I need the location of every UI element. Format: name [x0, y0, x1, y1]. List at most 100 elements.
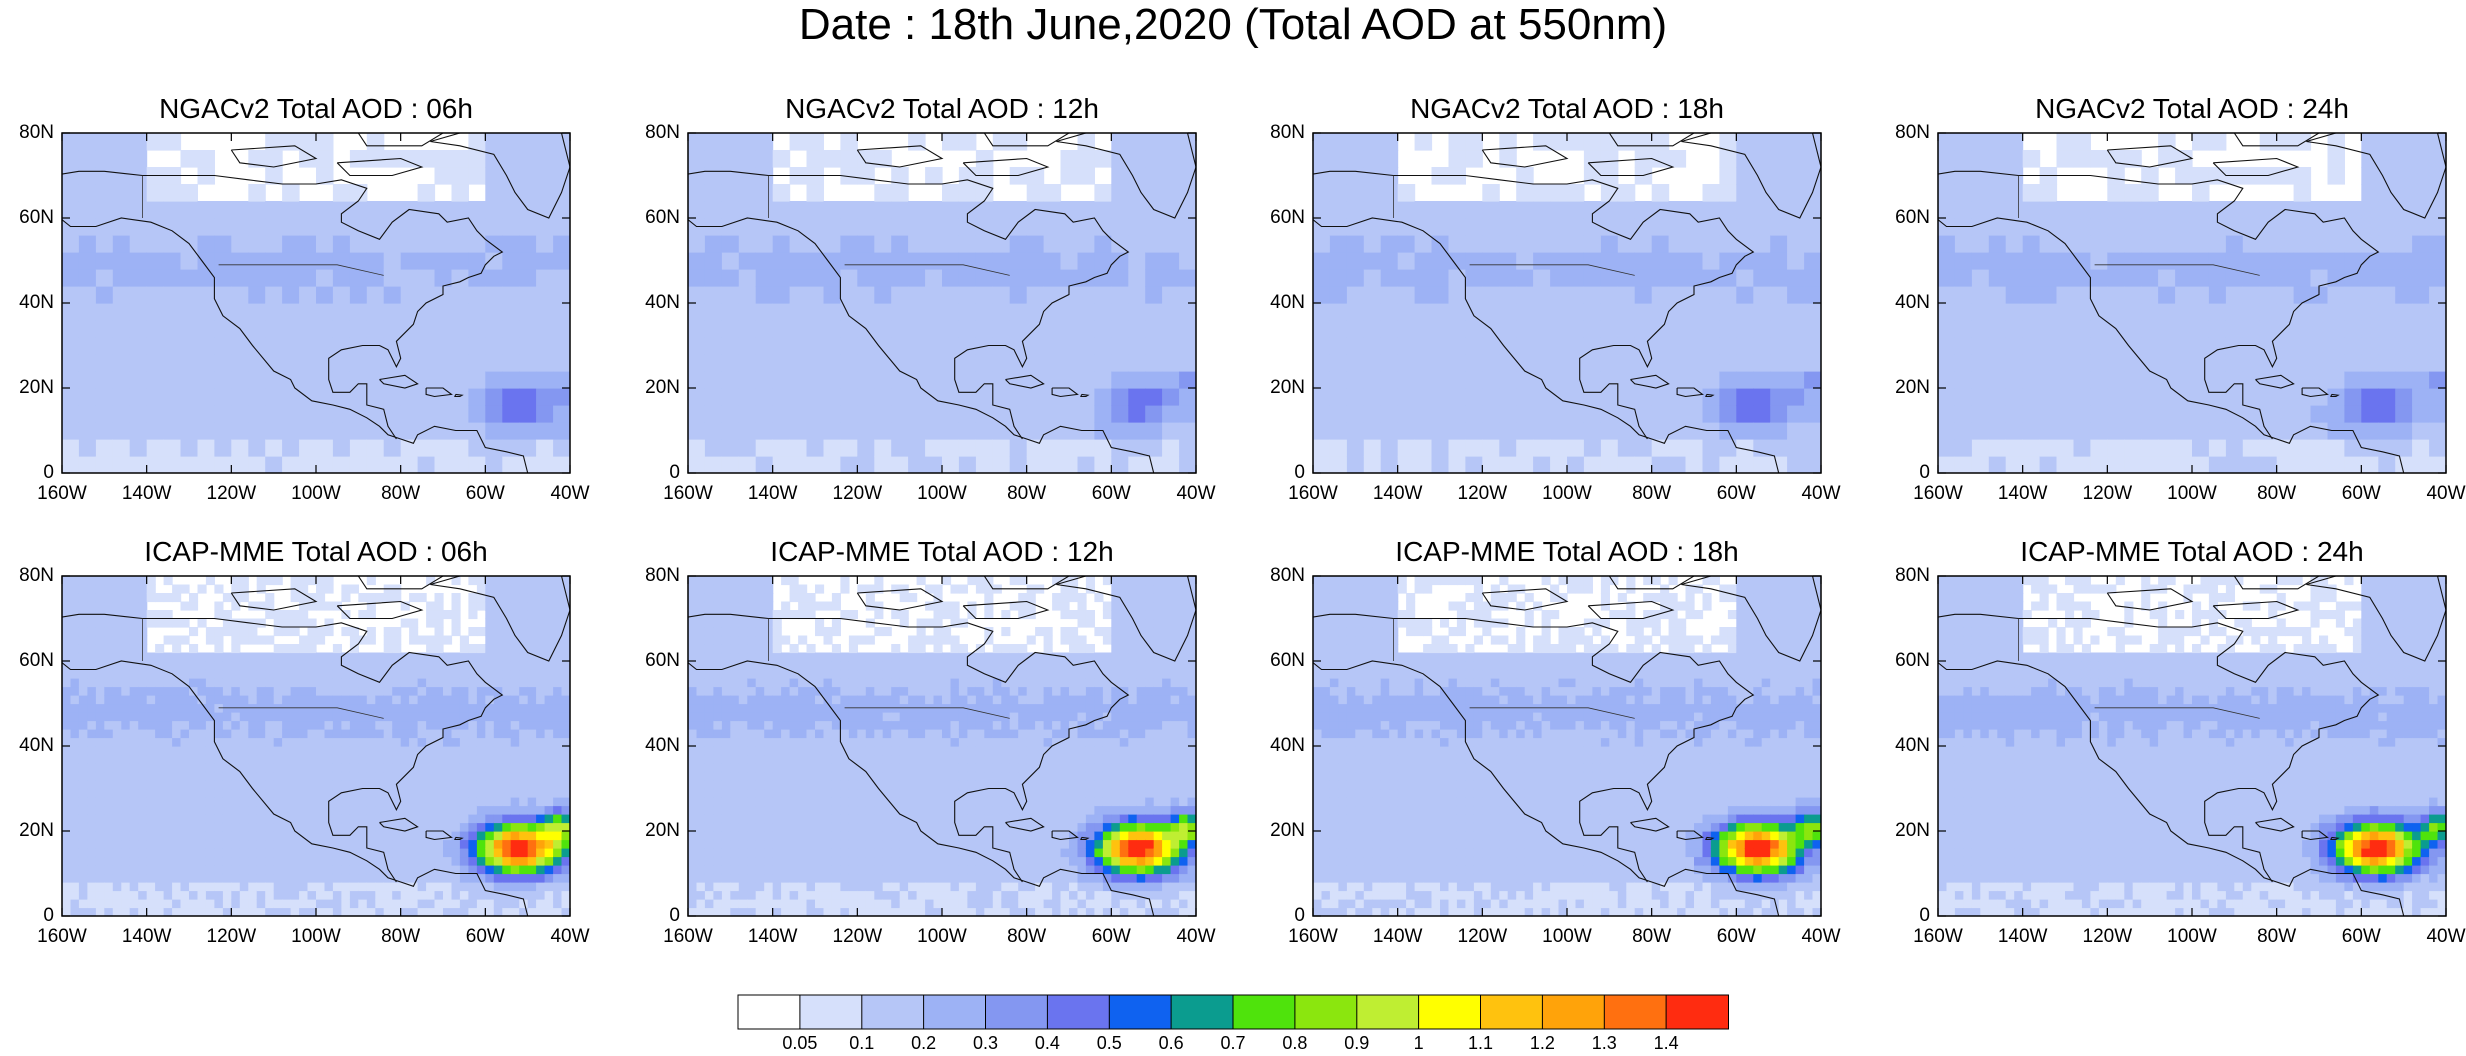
coastline	[688, 660, 1155, 916]
lon-tick-label: 80W	[1007, 926, 1047, 947]
aod-field	[1313, 133, 1821, 473]
colorbar-label: 0.05	[782, 1033, 818, 1053]
panel-title: NGACv2 Total AOD : 12h	[785, 93, 1099, 124]
lon-tick-label: 160W	[1288, 926, 1338, 947]
colorbar-label: 1.4	[1653, 1033, 1679, 1053]
lon-tick-label: 60W	[1091, 483, 1131, 504]
coastline	[1938, 170, 2380, 440]
lon-tick-label: 40W	[1176, 926, 1216, 947]
lon-tick-label: 40W	[1176, 483, 1216, 504]
map-panel	[687, 132, 1197, 474]
lon-tick-label: 140W	[1997, 483, 2048, 504]
coastline	[357, 576, 445, 590]
coastline	[454, 393, 464, 398]
lon-tick-label: 140W	[1372, 483, 1423, 504]
coastline	[1587, 157, 1675, 177]
lon-tick-label: 40W	[550, 483, 590, 504]
coastline	[962, 600, 1050, 620]
coastline	[2306, 133, 2446, 219]
aod-field	[688, 576, 1196, 916]
lat-tick-label: 40N	[645, 292, 680, 313]
coastline	[2255, 374, 2295, 389]
coastline	[1938, 660, 2405, 916]
coastline	[983, 576, 1071, 590]
lat-tick-label: 80N	[1895, 565, 1930, 586]
lon-tick-label: 160W	[663, 926, 713, 947]
lat-tick-label: 60N	[1270, 207, 1305, 228]
lon-tick-label: 160W	[1288, 483, 1338, 504]
lon-tick-label: 60W	[1091, 926, 1131, 947]
coastline	[983, 133, 1071, 147]
lat-tick-label: 20N	[645, 377, 680, 398]
coastline	[2212, 157, 2300, 177]
aod-field	[62, 133, 570, 473]
map-panel	[1312, 575, 1822, 917]
colorbar-label: 0.9	[1344, 1033, 1370, 1053]
coastline	[1056, 576, 1196, 662]
panel-title: NGACv2 Total AOD : 18h	[1410, 93, 1724, 124]
coastline	[688, 217, 1155, 473]
panel-title: ICAP-MME Total AOD : 18h	[1395, 536, 1739, 567]
coastline	[1005, 817, 1045, 832]
colorbar-label: 0.1	[849, 1033, 875, 1053]
coastline	[1630, 817, 1670, 832]
lon-tick-label: 120W	[2082, 483, 2133, 504]
coastline	[856, 588, 944, 611]
lon-tick-label: 120W	[2082, 926, 2133, 947]
lon-tick-label: 80W	[381, 926, 421, 947]
lon-tick-label: 160W	[1913, 926, 1963, 947]
lon-tick-label: 160W	[37, 926, 87, 947]
lat-tick-label: 0	[669, 462, 680, 483]
coastline	[2301, 830, 2329, 841]
lon-tick-label: 80W	[381, 483, 421, 504]
colorbar-label: 1.1	[1467, 1033, 1494, 1053]
lat-tick-label: 60N	[645, 650, 680, 671]
lon-tick-label: 80W	[2257, 483, 2297, 504]
coastline	[62, 613, 504, 883]
lat-tick-label: 40N	[1270, 292, 1305, 313]
lat-tick-label: 20N	[1270, 820, 1305, 841]
border-line	[844, 264, 1010, 276]
coastline	[1630, 374, 1670, 389]
border-line	[218, 264, 384, 276]
coastline	[1681, 133, 1821, 219]
coastline	[1938, 217, 2405, 473]
coastline	[430, 133, 570, 219]
coastline	[2212, 600, 2300, 620]
lat-tick-label: 20N	[19, 377, 54, 398]
coastline	[1481, 588, 1569, 611]
coastline	[1313, 170, 1755, 440]
lon-tick-label: 60W	[465, 483, 505, 504]
coastline	[1005, 374, 1045, 389]
coastline	[1938, 613, 2380, 883]
lon-tick-label: 100W	[1542, 926, 1592, 947]
coastline	[2301, 387, 2329, 398]
coastline	[357, 133, 445, 147]
coastline	[62, 170, 504, 440]
border-line	[218, 707, 384, 719]
coastline	[2306, 576, 2446, 662]
lat-tick-label: 80N	[1270, 122, 1305, 143]
lat-tick-label: 40N	[1895, 735, 1930, 756]
coastline	[336, 157, 424, 177]
lon-tick-label: 140W	[747, 483, 798, 504]
lat-tick-label: 0	[43, 905, 54, 926]
lat-tick-label: 80N	[645, 122, 680, 143]
colorbar-label: 0.4	[1034, 1033, 1060, 1053]
coastline	[1481, 145, 1569, 168]
lon-tick-label: 100W	[291, 926, 341, 947]
coastline	[1313, 613, 1755, 883]
map-panel	[61, 132, 571, 474]
lon-tick-label: 100W	[917, 926, 967, 947]
coastline	[2330, 836, 2340, 841]
lon-tick-label: 60W	[1716, 483, 1756, 504]
lat-tick-label: 40N	[1270, 735, 1305, 756]
lon-tick-label: 40W	[550, 926, 590, 947]
lat-tick-label: 80N	[645, 565, 680, 586]
lon-tick-label: 60W	[465, 926, 505, 947]
border-line	[844, 707, 1010, 719]
aod-field	[1938, 576, 2446, 916]
lat-tick-label: 0	[1919, 462, 1930, 483]
coastline	[1608, 133, 1696, 147]
lon-tick-label: 100W	[2167, 483, 2217, 504]
